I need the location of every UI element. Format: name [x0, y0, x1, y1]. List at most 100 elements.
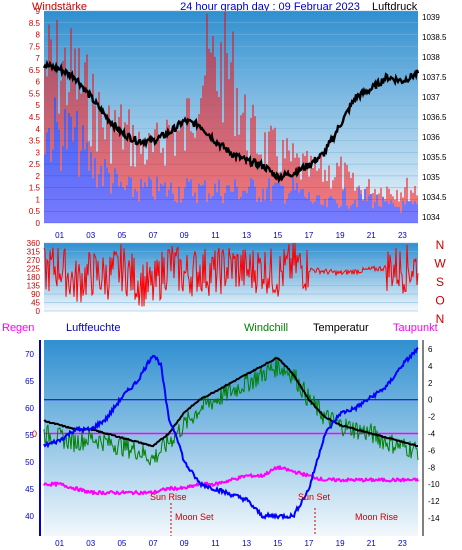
- direction-tick-label: 315: [27, 248, 41, 257]
- pressure-tick-label: 1037: [422, 93, 440, 102]
- x-tick-label: 17: [304, 231, 313, 240]
- x-tick-label: 15: [273, 231, 282, 240]
- temperature-tick-label: 0: [428, 396, 433, 405]
- direction-tick-label: 90: [31, 290, 40, 299]
- x-tick-label: 03: [86, 539, 95, 548]
- compass-label: O: [435, 294, 444, 308]
- compass-label: S: [436, 275, 444, 289]
- x-tick-label: 05: [117, 231, 126, 240]
- wind-tick-label: 3.5: [29, 137, 41, 146]
- humidity-tick-label: 50: [25, 458, 34, 467]
- wind-tick-label: 8: [36, 31, 41, 40]
- x-tick-label: 23: [398, 231, 407, 240]
- temperature-tick-label: -6: [428, 446, 436, 455]
- temperature-tick-label: -12: [428, 497, 440, 506]
- pressure-axis: 1039 1038.5 1038 1037.5 1037 1036.5 1036 1035.5…: [422, 13, 447, 222]
- x-tick-label: 09: [180, 539, 189, 548]
- pressure-tick-label: 1039: [422, 13, 440, 22]
- x-tick-label: 01: [55, 539, 64, 548]
- humidity-tick-label: 60: [25, 404, 34, 413]
- x-tick-label: 07: [149, 231, 158, 240]
- pressure-tick-label: 1036: [422, 133, 440, 142]
- panel3-x-axis: 01 03 05 07 09 11 13 15 17 19 21 23: [55, 539, 407, 548]
- wind-tick-label: 1: [36, 195, 41, 204]
- wind-tick-label: 5: [36, 101, 41, 110]
- temperature-tick-label: -14: [428, 514, 440, 523]
- direction-tick-label: 180: [27, 273, 41, 282]
- panel1-x-axis: 01 03 05 07 09 11 13 15 17 19 21 23: [55, 231, 407, 240]
- wind-tick-label: 6.5: [29, 66, 41, 75]
- direction-tick-label: 225: [27, 265, 41, 274]
- humidity-tick-label: 70: [25, 350, 34, 359]
- wind-tick-label: 8.5: [29, 19, 41, 28]
- moonset-annotation: Moon Set: [175, 512, 214, 522]
- wind-tick-label: 0.5: [29, 207, 41, 216]
- dewpoint-label: Taupunkt: [393, 322, 438, 334]
- x-tick-label: 15: [273, 539, 282, 548]
- pressure-tick-label: 1034.5: [422, 193, 447, 202]
- temperature-tick-label: 4: [428, 362, 433, 371]
- temperature-tick-label: -4: [428, 430, 436, 439]
- wind-direction-line: [43, 242, 419, 307]
- x-tick-label: 21: [367, 539, 376, 548]
- panel3-series: [43, 347, 419, 521]
- humidity-label: Luftfeuchte: [66, 322, 120, 334]
- x-tick-label: 07: [149, 539, 158, 548]
- wind-tick-label: 4: [36, 125, 41, 134]
- humidity-tick-label: 65: [25, 377, 34, 386]
- temperature-label: Temperatur: [313, 322, 369, 334]
- x-tick-label: 23: [398, 539, 407, 548]
- windchill-label: Windchill: [244, 322, 288, 334]
- wind-speed-title: Windstärke: [32, 1, 87, 13]
- pressure-tick-label: 1035: [422, 173, 440, 182]
- x-tick-label: 01: [55, 231, 64, 240]
- compass-label: N: [436, 312, 445, 326]
- sunrise-annotation: Sun Rise: [150, 492, 187, 502]
- pressure-tick-label: 1037.5: [422, 73, 447, 82]
- x-tick-label: 11: [211, 231, 220, 240]
- wind-tick-label: 7: [36, 54, 41, 63]
- wind-tick-label: 3: [36, 148, 41, 157]
- temperature-tick-label: -2: [428, 413, 436, 422]
- wind-tick-label: 6: [36, 78, 41, 87]
- x-tick-label: 21: [367, 231, 376, 240]
- x-tick-label: 09: [180, 231, 189, 240]
- pressure-tick-label: 1038: [422, 53, 440, 62]
- humidity-tick-label: 40: [25, 512, 34, 521]
- pressure-title: Luftdruck: [372, 1, 418, 13]
- compass-label: W: [434, 257, 446, 271]
- pressure-tick-label: 1035.5: [422, 153, 447, 162]
- pressure-line: [42, 59, 420, 184]
- direction-tick-label: 360: [27, 239, 41, 248]
- wind-tick-label: 7.5: [29, 42, 41, 51]
- humidity-line: [43, 347, 419, 521]
- x-tick-label: 17: [304, 539, 313, 548]
- wind-tick-label: 1.5: [29, 184, 41, 193]
- zero-marker-label: 0: [32, 429, 37, 439]
- pressure-tick-label: 1036.5: [422, 113, 447, 122]
- wind-tick-label: 4.5: [29, 113, 41, 122]
- wind-tick-label: 9: [36, 7, 41, 16]
- temperature-tick-label: 2: [428, 379, 433, 388]
- temperature-axis: 6 4 2 0 -2 -4 -6 -8 -10 -12 -14: [428, 345, 440, 523]
- x-tick-label: 13: [242, 539, 251, 548]
- humidity-tick-label: 55: [25, 431, 34, 440]
- graph-title: 24 hour graph day : 09 Februar 2023: [180, 1, 360, 13]
- pressure-tick-label: 1034: [422, 213, 440, 222]
- panel3-plot-area: [44, 340, 418, 536]
- wind-tick-label: 2.5: [29, 160, 41, 169]
- humidity-tick-label: 45: [25, 485, 34, 494]
- rain-label: Regen: [2, 322, 34, 334]
- direction-tick-label: 45: [31, 299, 40, 308]
- x-tick-label: 11: [211, 539, 220, 548]
- x-tick-label: 05: [117, 539, 126, 548]
- x-tick-label: 19: [336, 231, 345, 240]
- compass-label: N: [436, 238, 445, 252]
- windchill-line: [43, 356, 419, 466]
- dewpoint-line: [43, 465, 419, 496]
- wind-tick-label: 2: [36, 172, 41, 181]
- x-tick-label: 03: [86, 231, 95, 240]
